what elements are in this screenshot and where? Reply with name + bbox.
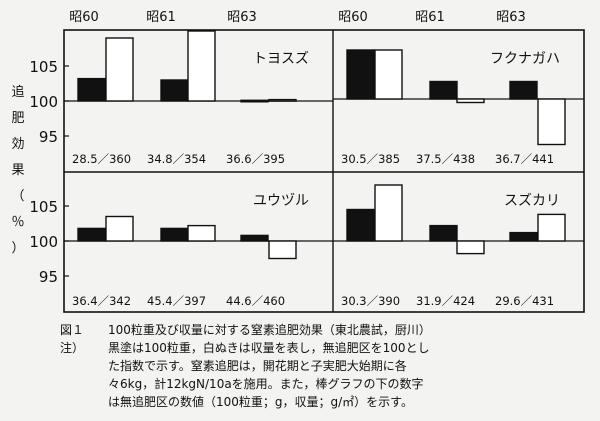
y-axis-label-char: （ [11,189,24,204]
chart-frame [63,29,585,313]
y-tick-label: 100 [29,93,58,111]
bar-yield [374,184,403,242]
year-label: 昭63 [227,10,257,25]
caption-title: 100粒重及び収量に対する窒素追肥効果（東北農試，厨川） [108,323,431,337]
caption-note-4: は無追肥区の数値（100粒重；g，収量；g/㎡）を示す。 [108,395,413,409]
bar-yield [105,215,134,242]
year-label: 昭63 [496,10,526,25]
y-axis-label-char: ％ [11,215,24,230]
caption-note-2: た指数で示す。窒素追肥は，開花期と子実肥大始期に各 [108,359,407,373]
y-tick-label: 105 [29,198,58,216]
y-axis-label-char: 追 [11,84,24,100]
base-value-label: 28.5／360 [72,152,131,166]
bar-seed-weight [240,99,269,103]
bar-yield [187,224,216,242]
bar-seed-weight [509,80,538,100]
caption-figure-number: 図１ [60,323,85,337]
bar-yield [268,240,297,260]
bar-seed-weight [346,49,375,100]
bar-seed-weight [509,231,538,242]
caption-line-1: 図１ 100粒重及び収量に対する窒素追肥効果（東北農試，厨川） [60,322,431,339]
base-value-label: 36.6／395 [226,152,285,166]
panel-title: フクナガハ [490,51,560,67]
bar-yield [456,98,485,104]
bar-seed-weight [429,80,458,100]
year-label: 昭61 [415,10,445,25]
bar-seed-weight [160,79,189,102]
base-value-label: 31.9／424 [416,294,475,308]
y-tick-label: 105 [29,58,58,76]
caption-note-mark: 注） [60,341,85,355]
bar-seed-weight [240,234,269,242]
bar-yield [374,49,403,100]
y-tick-label: 100 [29,233,58,251]
y-axis-label-char: 果 [11,163,24,178]
caption-line-4: 々6kg，計12kgN/10aを施用。また，棒グラフの下の数字 [60,376,423,393]
caption-line-5: は無追肥区の数値（100粒重；g，収量；g/㎡）を示す。 [60,394,413,411]
base-value-label: 34.8／354 [147,152,206,166]
bar-seed-weight [346,208,375,242]
y-axis-label-char: 効 [11,137,24,152]
y-tick-label: 95 [39,128,58,146]
panel-title: トヨスズ [253,51,309,67]
y-axis-label-char: 肥 [11,111,24,126]
y-axis-label-char: ） [11,241,24,256]
bar-yield [105,37,134,102]
base-value-label: 45.4／397 [147,294,206,308]
year-label: 昭60 [338,10,368,25]
base-value-label: 29.6／431 [495,294,554,308]
base-value-label: 30.5／385 [341,152,400,166]
base-value-label: 44.6／460 [226,294,285,308]
bar-yield [187,30,216,102]
y-tick-label: 95 [39,268,58,286]
year-label: 昭61 [146,10,176,25]
bar-yield [268,98,297,102]
bar-seed-weight [160,227,189,242]
panel-title: ユウヅル [253,193,309,209]
bar-seed-weight [429,224,458,242]
bar-yield [537,213,566,242]
bar-yield [537,98,566,146]
caption-note-3: 々6kg，計12kgN/10aを施用。また，棒グラフの下の数字 [108,377,424,391]
caption-note-1: 黒塗は100粒重，白ぬきは収量を表し，無追肥区を100とし [108,341,430,355]
bar-seed-weight [77,77,106,102]
base-value-label: 30.3／390 [341,294,400,308]
bar-yield [456,240,485,255]
caption-line-2: 注） 黒塗は100粒重，白ぬきは収量を表し，無追肥区を100とし [60,340,430,357]
base-value-label: 37.5／438 [416,152,475,166]
base-value-label: 36.7／441 [495,152,554,166]
year-label: 昭60 [69,10,99,25]
panel-title: スズカリ [504,193,560,209]
base-value-label: 36.4／342 [72,294,131,308]
caption-line-3: た指数で示す。窒素追肥は，開花期と子実肥大始期に各 [60,358,407,375]
bar-seed-weight [77,227,106,242]
